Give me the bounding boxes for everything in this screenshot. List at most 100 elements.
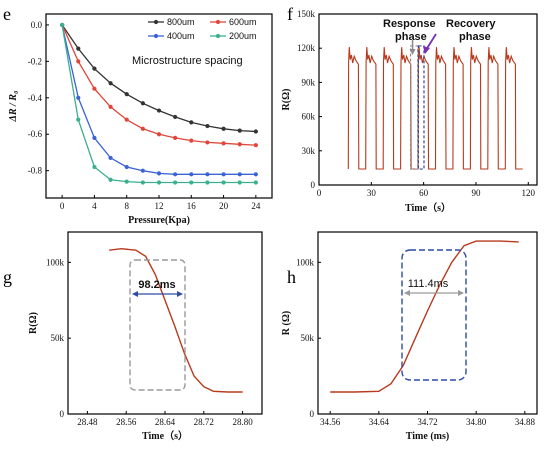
panel-e-xtick-label: 0: [60, 201, 65, 211]
panel-e-data-point: [173, 172, 178, 177]
panel-g-xtick-label: 28.56: [116, 417, 137, 427]
panel-e-data-point: [205, 180, 210, 185]
panel-h-plot-frame: [317, 231, 538, 415]
panel-e-data-point: [253, 180, 258, 185]
panel-e-data-point: [173, 114, 178, 120]
panel-e-data-point: [253, 143, 258, 148]
panel-f-ytick-label: 90k: [302, 77, 316, 87]
panel-h-ytick-label: 0: [310, 409, 315, 419]
panel-f-recovery-label: Recovery: [446, 18, 496, 30]
panel-e-data-point: [124, 164, 129, 170]
panel-e-xtick-label: 4: [92, 201, 97, 211]
panel-e-xtick-label: 16: [187, 201, 197, 211]
panel-f-recovery-box: [417, 45, 425, 170]
panel-h-xtick-label: 34.72: [417, 417, 437, 427]
panel-h-ylabel: R (Ω): [281, 311, 292, 335]
panel-e-data-point: [76, 117, 81, 122]
panel-f-xlabel: Time（s）: [405, 201, 451, 214]
panel-f-response-label-line2: phase: [395, 31, 427, 43]
panel-h-chart: 34.56 34.64 34.72 34.80 34.88 0 50k 100k Time (m…: [281, 231, 538, 442]
panel-f-signal-line: [347, 47, 523, 170]
panel-g-signal-line: [109, 247, 243, 393]
panel-e-xlabel: Pressure(Kpa): [128, 215, 190, 226]
panel-f-xtick-label: 0: [317, 188, 322, 198]
panel-e-data-point: [140, 126, 145, 131]
panel-e-data-point: [205, 172, 210, 177]
panel-e-ylabel: ΔR / R₀: [8, 90, 19, 122]
panel-e-data-point: [124, 92, 129, 97]
panel-e-series-line-400um: [61, 24, 256, 175]
panel-g-xtick-label: 28.64: [155, 417, 176, 427]
panel-e-ytick-label: 0.0: [31, 20, 43, 30]
panel-e-data-point: [76, 95, 81, 100]
panel-h-ytick-label: 50k: [301, 333, 315, 343]
panel-h-span-arrow-left: [404, 290, 410, 296]
panel-e-xtick-label: 8: [124, 201, 129, 211]
panel-e-data-point: [124, 117, 129, 122]
panel-e-data-point: [221, 126, 226, 131]
panel-e-data-point: [108, 104, 113, 110]
panel-g-span-arrow-right: [177, 291, 183, 297]
panel-e-data-point: [189, 172, 194, 177]
panel-e-data-point: [189, 138, 194, 143]
panel-e-data-point: [253, 129, 258, 134]
panel-g-dashed-box: [129, 259, 186, 391]
panel-e-series-line-200um: [61, 24, 256, 184]
panel-f-xtick-label: 30: [367, 188, 377, 198]
panel-e-data-point: [140, 101, 145, 106]
panel-label-g: g: [3, 267, 12, 287]
panel-e-data-point: [189, 120, 194, 125]
panel-e-legend-label: 400um: [167, 31, 195, 41]
panel-e-data-point: [60, 22, 65, 28]
panel-f-response-box: [409, 45, 419, 170]
panel-e-legend-marker: [215, 33, 221, 39]
panel-g-xtick-label: 28.80: [232, 417, 253, 427]
panel-e-data-point: [173, 135, 178, 140]
panel-e-data-point: [140, 180, 145, 185]
panel-label-f: f: [287, 4, 293, 24]
panel-e-data-point: [92, 66, 97, 71]
panel-e-data-point: [124, 179, 129, 184]
panel-e-data-point: [221, 141, 226, 146]
panel-e-data-point: [92, 86, 97, 91]
panel-f-xtick-label: 120: [522, 188, 536, 198]
panel-f-ytick-label: 0: [311, 180, 316, 190]
panel-e-data-point: [237, 142, 242, 147]
panel-g-xlabel: Time（s）: [142, 429, 188, 442]
panel-e-data-point: [76, 59, 81, 64]
panel-label-h: h: [287, 267, 296, 287]
panel-h-xtick-label: 34.80: [466, 417, 487, 427]
panel-e-ytick-label: -0.2: [28, 56, 42, 66]
panel-e-data-point: [237, 180, 242, 185]
panel-f-xtick-label: 60: [419, 188, 429, 198]
panel-h-ytick-label: 100k: [296, 257, 315, 267]
panel-f-plot-frame: [318, 13, 538, 186]
panel-e-ytick-label: -0.6: [28, 129, 43, 139]
panel-g-ytick-label: 100k: [46, 257, 65, 267]
panel-e-legend-label: 800um: [167, 17, 195, 27]
panel-g-ytick-label: 0: [60, 409, 65, 419]
panel-e-legend-marker: [215, 19, 221, 25]
panel-g-ylabel: R(Ω): [28, 312, 39, 334]
panel-e-xtick-label: 20: [219, 201, 229, 211]
panel-e-data-point: [205, 140, 210, 145]
panel-h-dashed-box: [401, 249, 467, 381]
panel-e-data-point: [237, 128, 242, 133]
panel-f-ytick-label: 60k: [302, 112, 316, 122]
panel-e-series-line-600um: [61, 24, 256, 146]
panel-f-ytick-label: 30k: [302, 146, 316, 156]
panel-g-ytick-label: 50k: [51, 333, 65, 343]
panel-e-data-point: [189, 180, 194, 185]
panel-e-data-point: [156, 180, 162, 185]
panel-label-e: e: [3, 4, 11, 24]
panel-h-xtick-label: 34.64: [369, 417, 390, 427]
panel-e-data-point: [221, 180, 226, 185]
panel-e-legend-label: 600um: [229, 17, 257, 27]
panel-e-data-point: [156, 108, 162, 113]
panel-e-data-point: [156, 171, 162, 176]
panel-e-data-point: [108, 155, 113, 161]
panel-g-span-label: 98.2ms: [138, 279, 175, 291]
panel-f-ylabel: R(Ω): [281, 89, 292, 111]
panel-e-annotation: Microstructure spacing: [132, 55, 243, 67]
panel-f-recovery-label-line2: phase: [459, 31, 491, 43]
